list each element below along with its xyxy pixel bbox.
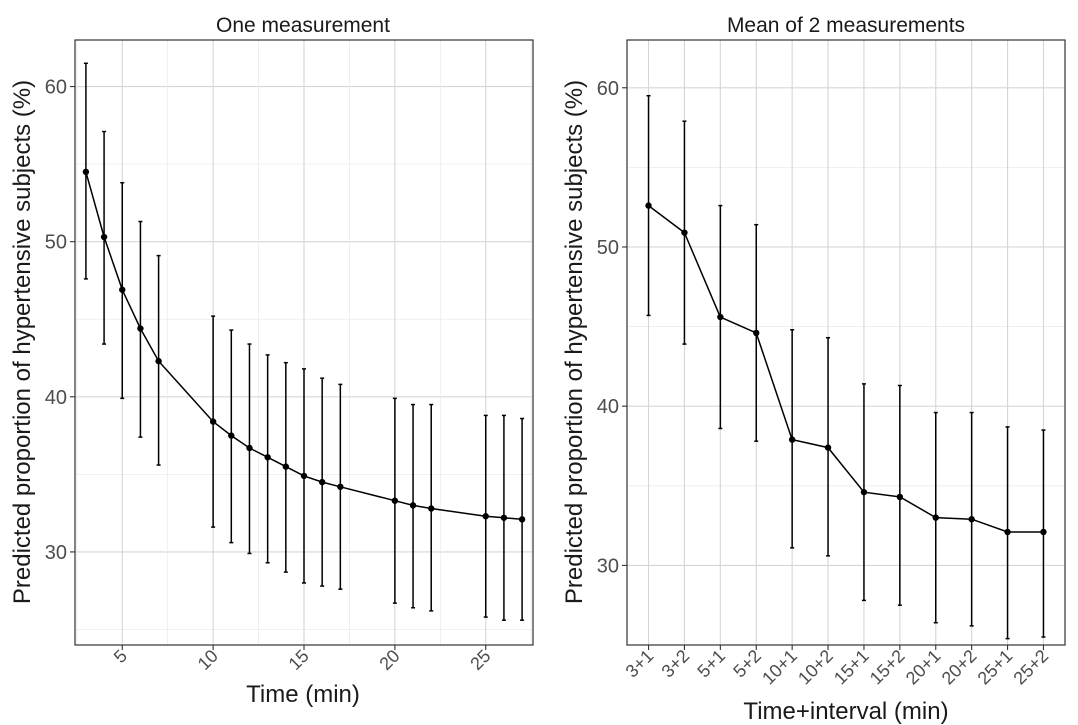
data-point: [82, 168, 90, 176]
x-tick-label: 20+1: [902, 646, 945, 689]
y-axis-title-left: Predicted proportion of hypertensive sub…: [9, 80, 36, 604]
y-tick-label: 50: [45, 232, 67, 254]
data-point: [500, 514, 508, 521]
data-point: [100, 233, 108, 241]
data-point: [119, 286, 126, 293]
x-tick-label: 25+2: [1009, 646, 1052, 689]
x-tick-label: 20+2: [938, 646, 981, 689]
x-axis-title-right: Time+interval (min): [743, 698, 948, 725]
data-point: [246, 444, 253, 452]
data-point: [681, 229, 688, 236]
data-point: [824, 444, 832, 451]
x-tick-label: 15+2: [866, 646, 909, 689]
y-tick-label: 60: [45, 77, 67, 99]
x-tick-label: 5+1: [693, 646, 729, 682]
x-axis-title-left: Time (min): [246, 681, 360, 708]
data-point: [932, 514, 939, 521]
panel-one-measurement: One measurement Predicted proportion of …: [9, 14, 534, 708]
x-tick-label: 10+2: [794, 646, 837, 689]
panel-frame: [74, 39, 534, 646]
x-tick-label: 10+1: [758, 646, 801, 689]
panel-mean-of-2-measurements: Mean of 2 measurements Predicted proport…: [561, 14, 1066, 725]
data-point: [645, 202, 652, 209]
panel-title-left: One measurement: [216, 14, 390, 37]
data-point: [1040, 528, 1047, 536]
x-tick-label: 3+2: [658, 646, 694, 682]
panel-title-right: Mean of 2 measurements: [727, 14, 965, 37]
x-tick-label: 15: [285, 646, 313, 674]
data-point: [753, 329, 760, 337]
y-tick-label: 60: [597, 78, 619, 100]
data-point: [860, 488, 868, 496]
data-point: [137, 325, 144, 332]
x-tick-label: 25: [466, 646, 494, 674]
x-tick-label: 20: [375, 646, 403, 674]
data-point: [264, 454, 271, 461]
data-point: [318, 478, 326, 486]
grid-0: [75, 40, 533, 645]
x-tick-label: 15+1: [830, 646, 873, 689]
data-point: [518, 516, 526, 523]
data-point: [717, 313, 724, 321]
x-tick-label: 10: [194, 646, 222, 674]
data-point: [209, 418, 217, 425]
grid-1: [627, 40, 1065, 646]
x-tick-label: 25+1: [974, 646, 1017, 689]
y-tick-label: 40: [597, 396, 619, 418]
y-tick-label: 50: [597, 237, 619, 259]
series-line: [648, 205, 1044, 533]
data-point: [337, 483, 344, 490]
x-tick-label: 3+1: [622, 646, 658, 682]
y-tick-label: 30: [45, 542, 67, 564]
x-tick-label: 5: [110, 646, 131, 667]
data-point: [896, 493, 904, 501]
y-axis-title-right: Predicted proportion of hypertensive sub…: [561, 80, 588, 604]
data-point: [228, 432, 235, 439]
data-point: [409, 502, 417, 509]
data-point: [428, 505, 435, 512]
data-point: [968, 516, 975, 523]
data-point: [482, 513, 489, 520]
data-point: [155, 357, 162, 365]
data-point: [1004, 528, 1011, 536]
data-point: [300, 472, 308, 480]
data-point: [282, 463, 290, 470]
data-point: [788, 436, 796, 443]
y-tick-label: 30: [597, 555, 619, 577]
y-tick-label: 40: [45, 387, 67, 409]
data-point: [391, 497, 399, 504]
panel-frame: [626, 39, 1066, 646]
